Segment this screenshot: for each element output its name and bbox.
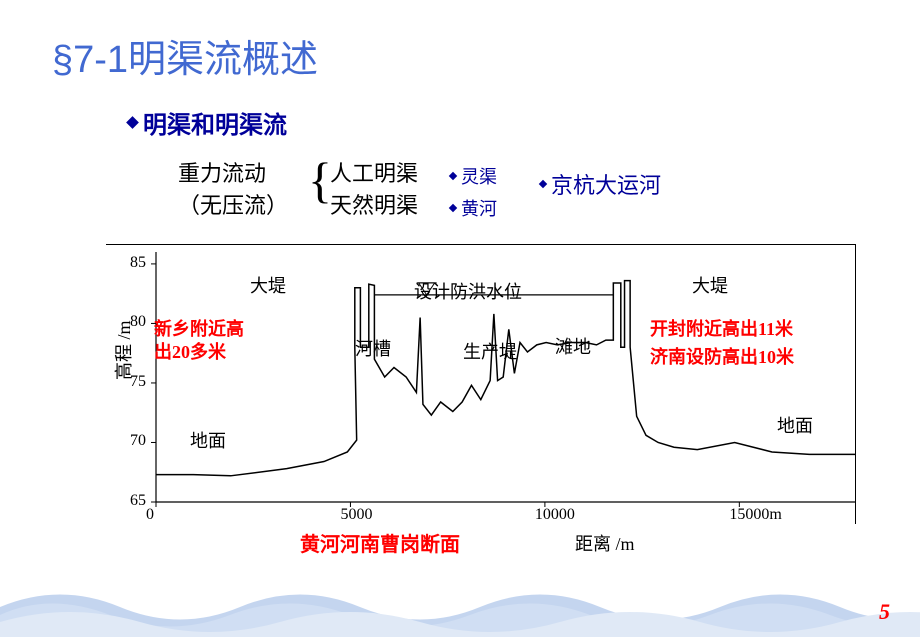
item-huanghe-label: 黄河 <box>461 195 497 221</box>
annotation-right-l1: 开封附近高出11米 <box>650 315 793 341</box>
annotation-left-l2: 出20多米 <box>154 338 226 364</box>
channel-l2: 天然明渠 <box>330 190 418 222</box>
brace-icon: { <box>308 155 332 205</box>
diamond-icon <box>449 204 457 212</box>
label-shuiwei: 设计防洪水位 <box>414 278 522 304</box>
page-number: 5 <box>879 599 890 625</box>
item-jinghang: 京杭大运河 <box>540 168 661 200</box>
y-tick-label: 75 <box>130 373 146 391</box>
subtitle-text: 明渠和明渠流 <box>143 105 287 140</box>
x-axis-label: 距离 /m <box>575 530 635 556</box>
y-tick-label: 80 <box>130 313 146 331</box>
label-tandi: 滩地 <box>555 333 591 359</box>
label-hecao: 河槽 <box>355 335 391 361</box>
subtitle-row: 明渠和明渠流 <box>128 105 287 140</box>
item-huanghe: 黄河 <box>450 195 497 221</box>
diamond-bullet-icon <box>126 116 139 129</box>
channel-l1: 人工明渠 <box>330 158 418 190</box>
diamond-icon <box>539 180 547 188</box>
x-tick-label: 10000 <box>535 506 575 524</box>
x-tick-label: 0 <box>146 506 154 524</box>
wave-background <box>0 577 920 637</box>
channel-types-block: 人工明渠 天然明渠 <box>330 158 418 222</box>
y-tick-label: 70 <box>130 432 146 450</box>
main-title: §7-1明渠流概述 <box>52 28 318 83</box>
annotation-right-l2: 济南设防高出10米 <box>650 343 794 369</box>
item-jinghang-label: 京杭大运河 <box>551 168 661 200</box>
y-tick-label: 65 <box>130 492 146 510</box>
label-dati-right: 大堤 <box>692 272 728 298</box>
y-tick-label: 85 <box>130 254 146 272</box>
label-shengchan: 生产堤 <box>463 338 517 364</box>
label-dimian-right: 地面 <box>777 412 813 438</box>
label-dati-left: 大堤 <box>250 272 286 298</box>
x-tick-label: 5000 <box>340 506 372 524</box>
diamond-icon <box>449 172 457 180</box>
flow-type-l1: 重力流动 <box>178 158 288 190</box>
flow-type-l2: （无压流） <box>178 190 288 222</box>
label-dimian-left: 地面 <box>190 427 226 453</box>
chart-caption: 黄河河南曹岗断面 <box>300 528 460 557</box>
flow-type-block: 重力流动 （无压流） <box>178 158 288 222</box>
x-tick-label: 15000m <box>729 506 781 524</box>
item-lingqu: 灵渠 <box>450 163 497 189</box>
item-lingqu-label: 灵渠 <box>461 163 497 189</box>
